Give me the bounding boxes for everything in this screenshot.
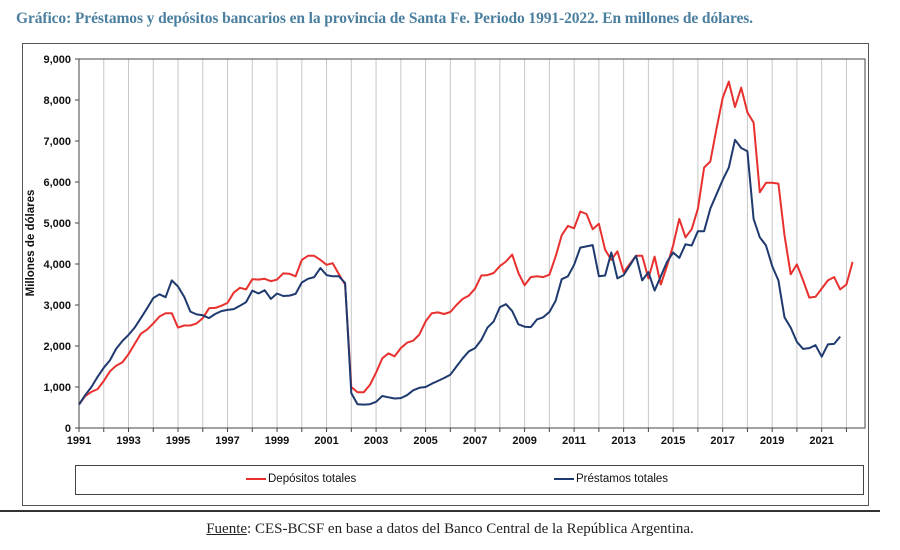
legend-label-prestamos: Préstamos totales — [576, 473, 669, 485]
x-tick-label: 2015 — [661, 435, 685, 447]
series-line-depositos — [78, 80, 854, 406]
x-tick-label: 2011 — [562, 435, 586, 447]
legend-label-depositos: Depósitos totales — [268, 473, 357, 485]
chart-frame — [22, 43, 869, 506]
x-tick-label: 2019 — [760, 435, 784, 447]
y-tick-label: 8,000 — [43, 95, 71, 107]
x-tick-label: 2007 — [463, 435, 487, 447]
x-tick-label: 2001 — [314, 435, 338, 447]
chart-title: Gráfico: Préstamos y depósitos bancarios… — [16, 10, 753, 27]
source-label: Fuente — [206, 521, 248, 537]
x-tick-label: 2009 — [512, 435, 536, 447]
source-note: Fuente: CES-BCSF en base a datos del Ban… — [0, 521, 900, 538]
x-tick-label: 1997 — [215, 435, 239, 447]
y-tick-label: 2,000 — [43, 341, 71, 353]
plot-area — [78, 58, 866, 429]
series-line-prestamos — [78, 138, 841, 406]
x-tick-label: 1999 — [265, 435, 289, 447]
x-tick-label: 1993 — [116, 435, 140, 447]
source-text: : CES-BCSF en base a datos del Banco Cen… — [247, 521, 694, 537]
y-tick-label: 4,000 — [43, 259, 71, 271]
y-tick-label: 5,000 — [43, 218, 71, 230]
x-tick-label: 2005 — [413, 435, 437, 447]
x-tick-label: 2013 — [611, 435, 635, 447]
legend-item-prestamos: Préstamos totales — [554, 473, 668, 485]
x-tick-label: 1991 — [67, 435, 91, 447]
y-tick-label: 0 — [65, 423, 71, 435]
y-tick-label: 3,000 — [43, 300, 71, 312]
x-tick-label: 2003 — [364, 435, 388, 447]
x-tick-label: 2017 — [710, 435, 734, 447]
legend-swatch-depositos — [246, 478, 266, 480]
x-tick-label: 2021 — [809, 435, 833, 447]
y-tick-label: 1,000 — [43, 382, 71, 394]
x-tick-label: 1995 — [166, 435, 190, 447]
legend-swatch-prestamos — [554, 478, 574, 480]
y-tick-label: 6,000 — [43, 177, 71, 189]
chart-legend: Depósitos totales Préstamos totales — [75, 465, 864, 495]
legend-item-depositos: Depósitos totales — [246, 473, 356, 485]
divider-line — [0, 510, 880, 512]
y-tick-label: 9,000 — [43, 54, 71, 66]
y-tick-label: 7,000 — [43, 136, 71, 148]
y-axis-label: Millones de dólares — [25, 190, 37, 297]
